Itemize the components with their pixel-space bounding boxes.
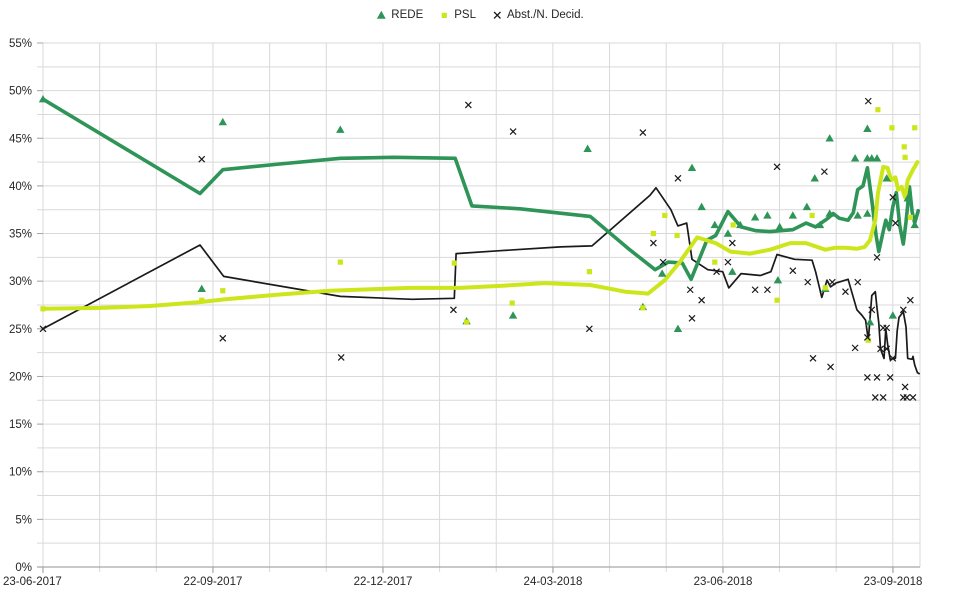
y-axis-label: 55% [9, 38, 32, 50]
y-axis-label: 5% [15, 514, 32, 526]
legend-item-psl: PSL [439, 9, 476, 21]
y-axis-label: 0% [15, 562, 32, 574]
y-axis-label: 20% [9, 371, 32, 383]
x-axis-label: 22-12-2017 [354, 576, 413, 588]
series-lines [41, 97, 921, 375]
x-axis-labels: 23-06-2017 22-09-2017 22-12-2017 24-03-2018… [3, 576, 922, 588]
y-axis-label: 25% [9, 324, 32, 336]
markers-psl [40, 107, 918, 343]
legend-item-abst: Abst./N. Decid. [492, 9, 584, 21]
y-axis-label: 50% [9, 86, 32, 98]
y-axis-labels: 0% 5% 10% 15% 20% 25% 30% 35% 40% 45% 50% 55% [9, 38, 32, 574]
legend-label-psl: PSL [454, 9, 476, 21]
gridlines [37, 42, 921, 572]
x-axis-label: 23-06-2017 [3, 576, 62, 588]
chart-legend: REDE PSL Abst./N. Decid. [376, 9, 584, 21]
axes [37, 42, 920, 573]
x-axis-label: 23-06-2018 [694, 576, 753, 588]
y-axis-label: 45% [9, 133, 32, 145]
x-axis-label: 24-03-2018 [524, 576, 583, 588]
line-psl [41, 160, 920, 311]
x-axis-label: 23-09-2018 [864, 576, 923, 588]
line-rede [41, 97, 921, 282]
legend-item-rede: REDE [376, 9, 423, 21]
square-icon [441, 12, 447, 18]
y-axis-label: 10% [9, 467, 32, 479]
y-axis-label: 30% [9, 276, 32, 288]
markers-rede [38, 95, 919, 333]
y-axis-label: 40% [9, 181, 32, 193]
legend-label-rede: REDE [391, 9, 424, 21]
y-axis-label: 35% [9, 229, 32, 241]
markers-abst-n-decid- [39, 97, 917, 401]
x-mark-icon [493, 11, 501, 19]
line-abst-n-decid- [42, 186, 920, 375]
y-axis-label: 15% [9, 419, 32, 431]
legend-label-abst: Abst./N. Decid. [507, 9, 584, 21]
x-axis-label: 22-09-2017 [184, 576, 243, 588]
triangle-up-icon [376, 10, 386, 19]
